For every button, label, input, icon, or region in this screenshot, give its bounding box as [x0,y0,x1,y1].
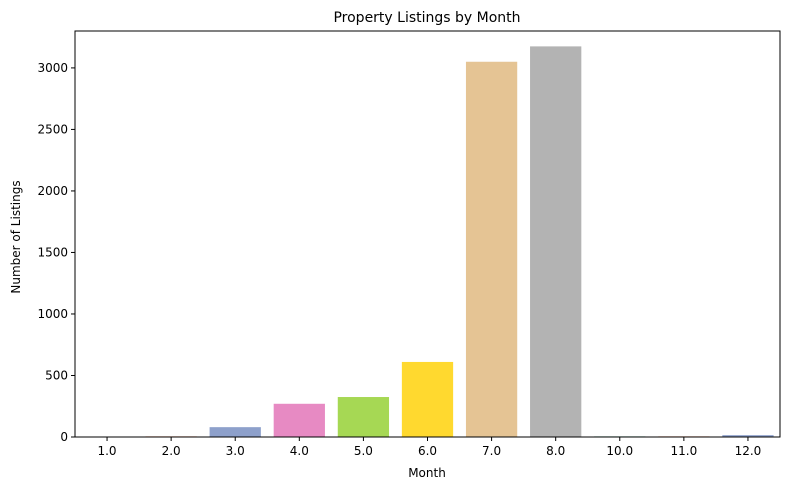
plot-frame [74,30,781,438]
y-tick-label: 3000 [37,61,68,75]
bars-layer [81,46,774,437]
x-tick-label: 11.0 [671,444,698,458]
x-tick-label: 5.0 [354,444,373,458]
y-axis-label: Number of Listings [9,180,23,293]
chart-title: Property Listings by Month [333,10,520,26]
x-tick-label: 12.0 [735,444,762,458]
y-tick-label: 0 [60,430,68,444]
x-tick-label: 7.0 [482,444,501,458]
bar [530,46,582,437]
bar [273,403,325,437]
bar [337,397,390,437]
x-tick-label: 1.0 [97,444,116,458]
x-tick-label: 6.0 [418,444,437,458]
x-tick-label: 4.0 [290,444,309,458]
y-tick-label: 2500 [37,122,68,136]
bar [209,427,261,437]
x-tick-label: 10.0 [606,444,633,458]
y-axis-ticks: 0 500 1000 1500 2000 2500 3000 [37,61,75,444]
x-axis-label: Month [408,466,446,480]
bar [465,61,518,437]
x-tick-label: 8.0 [546,444,565,458]
bar [722,435,774,437]
y-tick-label: 1500 [37,245,68,259]
x-tick-label: 3.0 [226,444,245,458]
bar [401,361,454,437]
y-tick-label: 500 [45,368,68,382]
y-tick-label: 1000 [37,307,68,321]
x-axis-ticks: 1.0 2.0 3.0 4.0 5.0 6.0 7.0 8.0 10.0 11.0 12.0 [97,437,761,458]
y-tick-label: 2000 [37,184,68,198]
x-tick-label: 2.0 [162,444,181,458]
